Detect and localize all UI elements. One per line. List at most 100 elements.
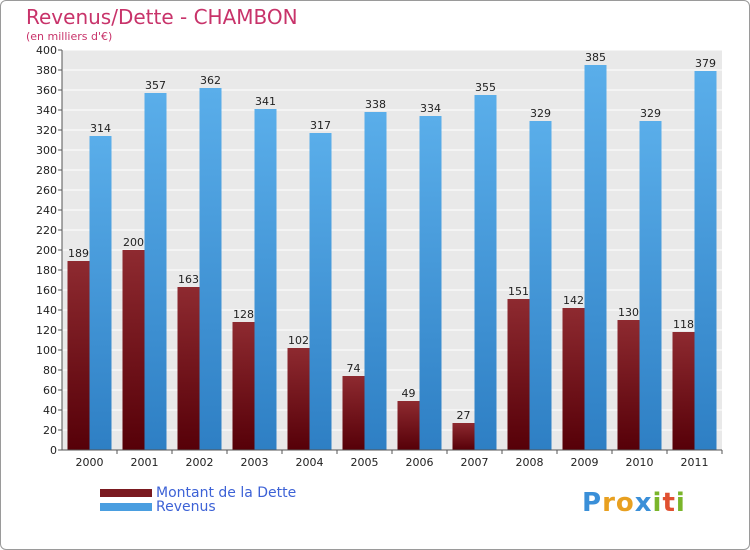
data-label: 142 (563, 294, 584, 307)
x-tick-label: 2004 (296, 456, 324, 469)
x-tick-label: 2000 (76, 456, 104, 469)
data-labels: 189 314 200 357 163 362 128 341 102 317 74 338 49 334… (68, 51, 716, 422)
data-label: 385 (585, 51, 606, 64)
data-label: 357 (145, 79, 166, 92)
x-axis: 2000 2001 2002 2003 2004 2005 2006 2007 2008 2009… (62, 449, 723, 469)
data-label: 314 (90, 122, 111, 135)
y-tick-label: 120 (36, 324, 57, 337)
bar (342, 376, 365, 450)
logo-letter: i (675, 488, 686, 518)
bar (232, 322, 255, 450)
data-label: 334 (420, 102, 441, 115)
bar (694, 71, 717, 450)
logo-letter: x (634, 488, 653, 518)
legend-label-revenue: Revenus (156, 499, 216, 515)
legend-swatch-debt (100, 489, 152, 497)
y-axis: 0 20 40 60 80 100 120 140 160 180 200 220 240 260 280 3… (36, 44, 63, 457)
bar (419, 116, 442, 450)
data-label: 355 (475, 81, 496, 94)
data-label: 130 (618, 306, 639, 319)
data-label: 329 (640, 107, 661, 120)
y-tick-label: 300 (36, 144, 57, 157)
y-tick-label: 400 (36, 44, 57, 57)
bar (562, 308, 585, 450)
x-tick-label: 2009 (571, 456, 599, 469)
data-label: 317 (310, 119, 331, 132)
y-tick-label: 380 (36, 64, 57, 77)
data-label: 189 (68, 247, 89, 260)
data-label: 163 (178, 273, 199, 286)
x-tick-label: 2003 (241, 456, 269, 469)
y-tick-label: 200 (36, 244, 57, 257)
y-tick-label: 160 (36, 284, 57, 297)
bars (67, 65, 717, 450)
bar (507, 299, 530, 450)
data-label: 74 (347, 362, 361, 375)
data-label: 338 (365, 98, 386, 111)
y-tick-label: 80 (43, 364, 57, 377)
legend-label-debt: Montant de la Dette (156, 485, 297, 501)
y-tick-label: 360 (36, 84, 57, 97)
y-tick-label: 180 (36, 264, 57, 277)
bar (452, 423, 475, 450)
data-label: 341 (255, 95, 276, 108)
data-label: 329 (530, 107, 551, 120)
logo-letter: o (615, 488, 635, 518)
data-label: 49 (402, 387, 416, 400)
bar (67, 261, 90, 450)
y-tick-label: 100 (36, 344, 57, 357)
logo-letter: r (602, 488, 616, 518)
bar (474, 95, 497, 450)
bar (584, 65, 607, 450)
data-label: 128 (233, 308, 254, 321)
y-tick-label: 240 (36, 204, 57, 217)
bar (672, 332, 695, 450)
x-tick-label: 2001 (131, 456, 159, 469)
x-tick-label: 2011 (681, 456, 709, 469)
y-tick-label: 220 (36, 224, 57, 237)
bar (144, 93, 167, 450)
data-label: 200 (123, 236, 144, 249)
x-tick-label: 2008 (516, 456, 544, 469)
x-tick-label: 2005 (351, 456, 379, 469)
logo-letter: t (662, 488, 676, 518)
y-tick-label: 0 (50, 444, 57, 457)
bar (199, 88, 222, 450)
bar (617, 320, 640, 450)
proxiti-logo: Proxiti (582, 488, 686, 518)
data-label: 379 (695, 57, 716, 70)
bar (529, 121, 552, 450)
logo-letter: P (582, 488, 603, 518)
logo-letter: i (652, 488, 663, 518)
bar (254, 109, 277, 450)
y-tick-label: 280 (36, 164, 57, 177)
y-tick-label: 320 (36, 124, 57, 137)
chart-title: Revenus/Dette - CHAMBON (26, 5, 298, 29)
bar (397, 401, 420, 450)
x-tick-label: 2010 (626, 456, 654, 469)
data-label: 362 (200, 74, 221, 87)
x-tick-label: 2007 (461, 456, 489, 469)
data-label: 118 (673, 318, 694, 331)
y-tick-label: 20 (43, 424, 57, 437)
y-tick-label: 340 (36, 104, 57, 117)
bar (364, 112, 387, 450)
bar (122, 250, 145, 450)
bar (177, 287, 200, 450)
chart-subtitle: (en milliers d'€) (26, 30, 113, 43)
y-tick-label: 260 (36, 184, 57, 197)
data-label: 151 (508, 285, 529, 298)
bar (287, 348, 310, 450)
x-tick-label: 2006 (406, 456, 434, 469)
x-tick-label: 2002 (186, 456, 214, 469)
legend-swatch-revenue (100, 503, 152, 511)
data-label: 27 (457, 409, 471, 422)
y-tick-label: 40 (43, 404, 57, 417)
data-label: 102 (288, 334, 309, 347)
y-tick-label: 60 (43, 384, 57, 397)
bar (639, 121, 662, 450)
bar (89, 136, 112, 450)
y-tick-label: 140 (36, 304, 57, 317)
bar (309, 133, 332, 450)
